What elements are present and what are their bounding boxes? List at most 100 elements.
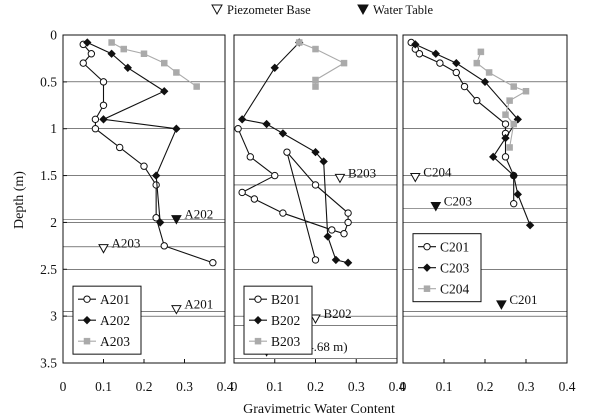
panel-a-legend: A201 A202 A203 bbox=[72, 285, 142, 355]
annotation-label-c203: C203 bbox=[444, 193, 472, 208]
data-point-c201 bbox=[473, 96, 481, 105]
legend-marker-c203 bbox=[422, 263, 432, 272]
data-point-b201 bbox=[234, 125, 242, 133]
data-point-b202 bbox=[311, 147, 320, 157]
data-point-b201 bbox=[279, 209, 287, 217]
piezometer-base-icon bbox=[171, 305, 182, 315]
data-point-a201 bbox=[209, 259, 217, 267]
legend-label-c204: C204 bbox=[440, 282, 470, 297]
panel-a-x-tick-label: 0.4 bbox=[217, 379, 234, 394]
data-point-c201 bbox=[436, 59, 444, 67]
panel-b-x-tick-label: 0.3 bbox=[348, 379, 365, 394]
legend-label-a202: A202 bbox=[100, 313, 130, 328]
data-point-b201 bbox=[246, 153, 255, 161]
legend-marker-a201 bbox=[83, 295, 91, 303]
panel-a-x-tick-label: 0.1 bbox=[95, 379, 112, 394]
panel-a-x-tick-label: 0 bbox=[60, 379, 67, 394]
legend-marker-b202 bbox=[253, 315, 263, 325]
legend-label-b201: B201 bbox=[271, 292, 300, 307]
legend-label-b203: B203 bbox=[271, 334, 301, 349]
data-point-a201 bbox=[79, 59, 87, 67]
legend-label-a203: A203 bbox=[100, 334, 130, 349]
data-point-c201 bbox=[415, 50, 424, 58]
piezometer-base-icon bbox=[334, 173, 346, 184]
data-point-c203 bbox=[452, 58, 461, 68]
data-point-c201 bbox=[501, 120, 510, 128]
data-point-c204 bbox=[477, 48, 485, 56]
panel-b-x-tick-label: 0.2 bbox=[307, 379, 324, 394]
data-point-b202 bbox=[323, 232, 332, 241]
data-point-a203 bbox=[173, 69, 180, 76]
panel-b-x-tick-label: 0 bbox=[231, 379, 238, 394]
top-legend-water-table-label: Water Table bbox=[373, 3, 433, 17]
data-point-c203 bbox=[513, 115, 522, 124]
data-point-c203 bbox=[509, 171, 518, 180]
legend-marker-c204 bbox=[423, 285, 431, 292]
data-point-b202 bbox=[262, 119, 271, 129]
data-point-c203 bbox=[480, 77, 490, 87]
series-line-b203 bbox=[298, 41, 346, 87]
data-point-b201 bbox=[340, 229, 348, 238]
x-axis-label: Gravimetric Water Content bbox=[243, 402, 395, 417]
data-point-c204 bbox=[506, 144, 513, 151]
legend-marker-b201 bbox=[254, 295, 262, 303]
panel-c-x-tick-label: 0.4 bbox=[559, 379, 576, 394]
data-point-b203 bbox=[340, 59, 348, 67]
data-point-c203 bbox=[513, 190, 522, 199]
panel-a-y-tick-label: 0.5 bbox=[40, 74, 57, 89]
data-point-a201 bbox=[152, 181, 160, 189]
data-point-b203 bbox=[312, 45, 319, 53]
data-point-a201 bbox=[99, 101, 108, 109]
data-point-a202 bbox=[172, 124, 181, 133]
panel-a-x-tick-label: 0.3 bbox=[176, 379, 193, 394]
panel-a-y-tick-label: 1 bbox=[50, 121, 57, 136]
piezometer-base-icon bbox=[310, 314, 321, 324]
panel-a-y-tick-label: 1.5 bbox=[40, 168, 57, 183]
data-point-c204 bbox=[510, 83, 517, 90]
water-table-icon bbox=[357, 4, 369, 16]
data-point-a203 bbox=[161, 59, 168, 67]
series-line-c203 bbox=[415, 43, 531, 226]
data-point-c204 bbox=[522, 87, 530, 95]
data-point-c204 bbox=[510, 120, 517, 128]
water-table-icon bbox=[496, 300, 507, 310]
panel-c: 0 0.1 0.2 0.3 0.4 C204 C203 C201 C201 C203 C204 bbox=[400, 34, 576, 394]
piezometer-base-icon bbox=[98, 244, 109, 254]
data-point-b203 bbox=[312, 76, 319, 84]
legend-label-c203: C203 bbox=[440, 261, 470, 276]
panels: 0 0.1 0.2 0.3 0.400.511.522.533.5A202A203A20… bbox=[40, 28, 576, 395]
data-point-a201 bbox=[160, 242, 168, 250]
data-point-c201 bbox=[460, 82, 469, 91]
series-line-a201 bbox=[82, 44, 214, 264]
data-point-b201 bbox=[250, 195, 259, 203]
legend-label-b202: B202 bbox=[271, 313, 300, 328]
data-point-a201 bbox=[116, 143, 124, 152]
top-legend-piezometer-label: Piezometer Base bbox=[227, 3, 311, 17]
data-point-a202 bbox=[151, 171, 161, 180]
data-point-a203 bbox=[120, 45, 127, 53]
data-point-b201 bbox=[311, 181, 320, 189]
panel-a: 0 0.1 0.2 0.3 0.400.511.522.533.5A202A203A20… bbox=[40, 28, 234, 395]
legend-label-a201: A201 bbox=[100, 292, 130, 307]
data-point-a202 bbox=[99, 115, 108, 124]
data-point-b201 bbox=[238, 188, 246, 197]
top-legend: Piezometer Base Water Table bbox=[211, 3, 433, 17]
panel-c-legend: C201 C203 C204 bbox=[412, 233, 482, 303]
panel-b-legend: B201 B202 B203 bbox=[243, 285, 313, 355]
piezometer-base-icon bbox=[409, 172, 421, 183]
panel-a-y-tick-label: 2.5 bbox=[40, 262, 57, 277]
panel-b-x-tick-label: 0.4 bbox=[389, 379, 406, 394]
panel-b-x-tick-label: 0.1 bbox=[266, 379, 283, 394]
annotation-label-c201: C201 bbox=[509, 292, 537, 307]
data-point-c204 bbox=[485, 69, 493, 76]
legend-label-c201: C201 bbox=[440, 240, 469, 255]
legend-marker-b203 bbox=[254, 337, 262, 345]
data-point-b201 bbox=[344, 218, 352, 227]
data-point-b202 bbox=[237, 115, 247, 124]
data-point-a201 bbox=[99, 78, 108, 86]
data-point-b203 bbox=[295, 39, 303, 46]
panel-c-x-tick-label: 0 bbox=[400, 379, 407, 394]
data-point-b201 bbox=[344, 209, 352, 217]
data-point-c203 bbox=[525, 221, 535, 230]
